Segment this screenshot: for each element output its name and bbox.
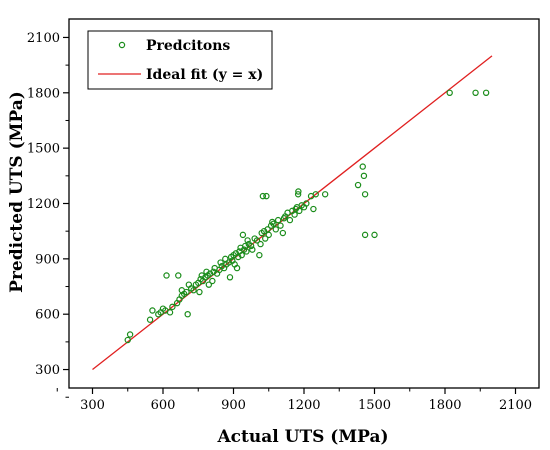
- x-tick-label-900: 900: [221, 398, 246, 413]
- data-point-10: [169, 303, 176, 311]
- data-point-71: [263, 192, 270, 200]
- y-tick-label-900: 900: [35, 252, 60, 267]
- data-point-3: [149, 307, 156, 314]
- y-tick-label-2100: 2100: [27, 31, 60, 46]
- data-point-21: [190, 287, 197, 294]
- data-point-69: [260, 227, 268, 235]
- x-tick-label-1200: 1200: [287, 398, 320, 413]
- plot-area: 300 600 900 1200 1500 1800 2100 300 600 900 1200 15…: [27, 18, 540, 413]
- data-point-62: [249, 246, 256, 253]
- data-point-102: [361, 191, 369, 198]
- data-point-43: [225, 259, 232, 266]
- data-point-73: [265, 231, 272, 239]
- data-point-101: [360, 172, 368, 180]
- data-point-32: [206, 270, 214, 277]
- y-tick-label-1200: 1200: [27, 197, 60, 212]
- data-point-99: [354, 181, 362, 189]
- x-tick-label-300: 300: [80, 398, 105, 413]
- y-tick-label-600: 600: [35, 308, 60, 323]
- data-point-59: [244, 237, 251, 244]
- data-point-76: [270, 220, 277, 227]
- data-point-84: [286, 216, 294, 224]
- data-point-65: [256, 251, 263, 259]
- data-point-66: [257, 240, 264, 248]
- data-point-17: [183, 288, 190, 296]
- data-point-2: [146, 316, 154, 323]
- data-point-90: [295, 188, 302, 195]
- data-point-104: [371, 231, 378, 239]
- data-point-106: [472, 89, 479, 97]
- data-point-8: [163, 272, 170, 279]
- legend-marker-predictions: [118, 41, 126, 49]
- y-axis-title: Predicted UTS (MPa): [7, 91, 27, 293]
- data-point-107: [482, 89, 490, 97]
- data-point-58: [243, 248, 250, 255]
- data-point-70: [262, 235, 269, 242]
- data-point-12: [175, 272, 182, 279]
- data-point-78: [274, 216, 282, 224]
- x-tick-label-600: 600: [151, 398, 176, 413]
- data-point-24: [196, 288, 203, 296]
- data-point-29: [203, 268, 210, 275]
- x-axis-title: Actual UTS (MPa): [216, 427, 388, 447]
- legend-label-ideal: Ideal fit (y = x): [146, 67, 263, 83]
- data-point-34: [210, 268, 217, 275]
- data-point-98: [321, 191, 329, 198]
- data-point-64: [253, 237, 261, 244]
- data-point-105: [446, 89, 453, 97]
- data-point-96: [310, 205, 317, 213]
- data-point-89: [294, 191, 302, 198]
- data-point-38: [217, 259, 224, 266]
- legend-box: [87, 30, 273, 90]
- y-tick-label-1500: 1500: [27, 142, 60, 157]
- data-point-80: [279, 229, 287, 237]
- data-point-9: [166, 309, 174, 316]
- data-point-0: [124, 336, 131, 344]
- data-point-54: [238, 251, 245, 259]
- data-point-103: [361, 231, 369, 239]
- y-tick-label-300: 300: [35, 363, 60, 378]
- legend: Predcitons Ideal fit (y = x): [87, 30, 273, 90]
- y-tick-label-1800: 1800: [27, 86, 60, 101]
- data-point-94: [303, 200, 310, 207]
- data-point-44: [226, 274, 234, 281]
- x-tick-label-2100: 2100: [499, 398, 532, 413]
- data-point-1: [126, 331, 134, 338]
- data-point-100: [359, 163, 366, 170]
- data-point-79: [277, 222, 284, 229]
- data-point-97: [312, 191, 319, 198]
- data-point-31: [205, 281, 213, 288]
- data-point-77: [272, 226, 279, 233]
- x-tick-label-1500: 1500: [358, 398, 391, 413]
- data-point-33: [209, 277, 216, 285]
- data-point-18: [184, 311, 191, 318]
- data-point-61: [247, 242, 255, 250]
- data-point-55: [239, 231, 247, 239]
- data-point-68: [259, 192, 267, 200]
- data-point-91: [296, 207, 303, 215]
- legend-label-predictions: Predcitons: [146, 38, 230, 54]
- data-point-50: [233, 264, 241, 272]
- x-tick-label-1800: 1800: [428, 398, 461, 413]
